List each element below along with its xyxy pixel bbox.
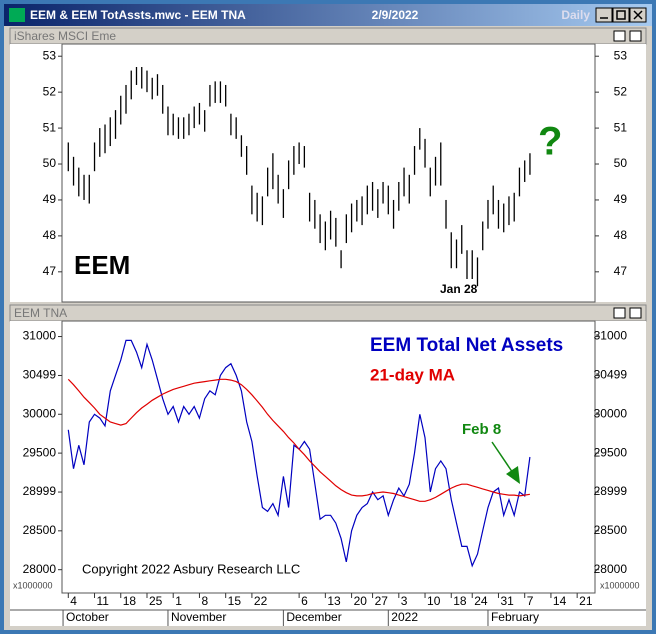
x-tick-label: 6 (301, 594, 308, 608)
minimize-button[interactable] (595, 7, 613, 23)
x-tick-label: 3 (401, 594, 408, 608)
y-tick-label: 51 (614, 120, 628, 134)
x-tick-label: 22 (254, 594, 268, 608)
y-tick-label: 52 (43, 84, 57, 98)
x-tick-label: 24 (474, 594, 488, 608)
legend-label: 21-day MA (370, 365, 455, 384)
y-tick-label: 29500 (594, 445, 628, 459)
y-tick-label: 30000 (23, 406, 57, 420)
legend-label: EEM Total Net Assets (370, 335, 563, 356)
x-tick-label: 15 (228, 594, 242, 608)
annotation: Feb 8 (462, 421, 501, 438)
x-tick-label: 25 (149, 594, 163, 608)
panel-close[interactable] (629, 307, 642, 319)
panel-close[interactable] (629, 30, 642, 42)
bottom-panel (10, 321, 646, 626)
y-tick-label: 51 (43, 120, 57, 134)
panel-title: iShares MSCI Eme (14, 29, 116, 43)
annotation: EEM (74, 250, 130, 280)
x-tick-label: 27 (375, 594, 389, 608)
window-period: Daily (561, 8, 590, 22)
y-tick-label: 29500 (23, 445, 57, 459)
y-tick-label: 28999 (594, 484, 628, 498)
x-tick-label: 18 (453, 594, 467, 608)
y-tick-label: 53 (43, 48, 57, 62)
panel-restore[interactable] (613, 30, 626, 42)
x-tick-label: 14 (553, 594, 567, 608)
panel-title: EEM TNA (14, 306, 67, 320)
y-tick-label: 31000 (594, 329, 628, 343)
y-tick-label: 28000 (23, 562, 57, 576)
x-tick-label: 10 (427, 594, 441, 608)
month-label: February (491, 610, 539, 624)
y-tick-label: 49 (614, 192, 628, 206)
y-tick-label: 50 (614, 156, 628, 170)
panel-restore[interactable] (613, 307, 626, 319)
y-tick-label: 28500 (594, 523, 628, 537)
arrow (491, 441, 516, 477)
y-tick-label: 28500 (23, 523, 57, 537)
y-tick-label: 28999 (23, 484, 57, 498)
window-date: 2/9/2022 (372, 8, 419, 22)
y-unit: x1000000 (13, 580, 53, 590)
x-tick-label: 11 (97, 594, 110, 608)
y-tick-label: 53 (614, 48, 628, 62)
x-tick-label: 20 (354, 594, 368, 608)
y-tick-label: 30499 (594, 368, 628, 382)
series-line (67, 378, 530, 502)
maximize-button[interactable] (612, 7, 630, 23)
x-tick-label: 18 (123, 594, 137, 608)
title-bar (4, 4, 652, 26)
window-buttons[interactable] (595, 7, 647, 23)
plot-frame (61, 43, 596, 303)
y-tick-label: 50 (43, 156, 57, 170)
month-label: November (171, 610, 226, 624)
y-tick-label: 28000 (594, 562, 628, 576)
x-tick-label: 21 (579, 594, 593, 608)
annotation: Jan 28 (440, 282, 478, 296)
x-tick-label: 13 (327, 594, 341, 608)
annotation: Copyright 2022 Asbury Research LLC (82, 561, 300, 576)
y-tick-label: 52 (614, 84, 628, 98)
y-tick-label: 30000 (594, 406, 628, 420)
app-icon (9, 8, 25, 22)
arrow-head (506, 466, 520, 484)
month-label: October (66, 610, 109, 624)
y-tick-label: 48 (43, 228, 57, 242)
annotation: ? (538, 120, 562, 164)
x-tick-label: 4 (70, 594, 77, 608)
x-tick-label: 1 (175, 594, 182, 608)
x-tick-label: 31 (500, 594, 514, 608)
y-tick-label: 47 (614, 264, 628, 278)
y-unit: x1000000 (600, 580, 640, 590)
y-tick-label: 49 (43, 192, 57, 206)
panel-buttons[interactable] (613, 30, 642, 319)
x-tick-label: 8 (201, 594, 208, 608)
y-tick-label: 30499 (23, 368, 57, 382)
window-title: EEM & EEM TotAssts.mwc - EEM TNA (30, 8, 246, 22)
x-tick-label: 7 (527, 594, 534, 608)
month-label: December (286, 610, 341, 624)
y-tick-label: 47 (43, 264, 57, 278)
y-tick-label: 48 (614, 228, 628, 242)
y-tick-label: 31000 (23, 329, 57, 343)
plot-frame (61, 320, 596, 594)
panel-header (9, 304, 647, 322)
top-panel (10, 44, 646, 302)
month-label: 2022 (391, 610, 418, 624)
